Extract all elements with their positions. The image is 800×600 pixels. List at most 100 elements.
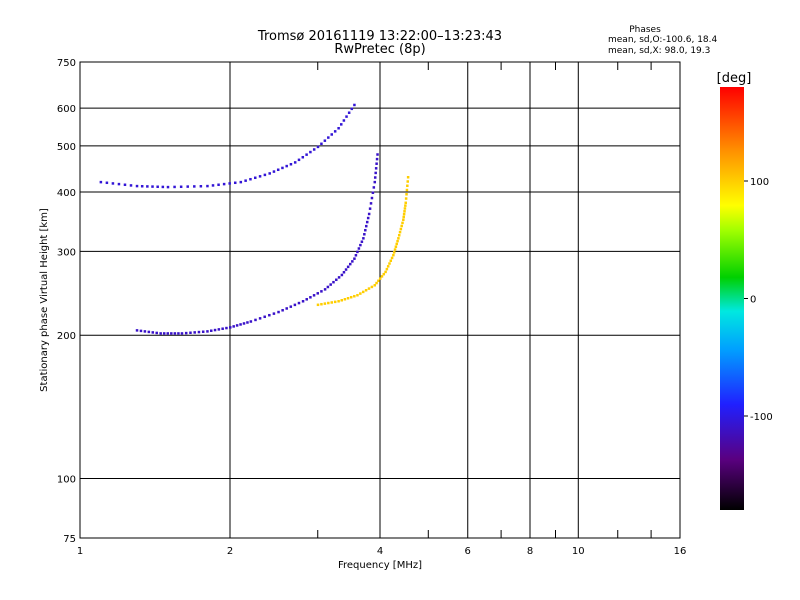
trace-0-point: [272, 312, 276, 315]
trace-1-point: [398, 230, 402, 234]
trace-0-point: [268, 313, 271, 317]
trace-1-point: [404, 201, 407, 205]
trace-1-point: [370, 285, 374, 289]
trace-2-point: [111, 182, 115, 185]
trace-2-point: [297, 158, 301, 162]
phase-stats-o: mean, sd,O:-100.6, 18.4: [608, 35, 718, 45]
trace-1-point: [377, 279, 380, 283]
trace-2-point: [254, 176, 257, 180]
tick-labels: 1 2 4 6 8 10 16 75 100 200 300 400 500 600 750: [57, 58, 686, 557]
trace-1-point: [330, 301, 333, 304]
trace-0-point: [351, 260, 354, 263]
trace-0-point: [151, 331, 155, 334]
trace-0-point: [225, 326, 228, 330]
trace-0-point: [201, 330, 205, 333]
trace-0-point: [147, 330, 151, 334]
trace-0-point: [254, 318, 257, 322]
trace-2-point: [323, 139, 327, 142]
trace-1-point: [395, 242, 398, 246]
trace-0-point: [229, 326, 232, 329]
trace-1-point: [402, 218, 405, 222]
trace-0-point: [356, 250, 359, 254]
trace-0-point: [376, 153, 379, 156]
trace-0-point: [373, 176, 377, 179]
trace-1-point: [378, 277, 382, 280]
colorbar: [720, 87, 744, 510]
trace-0-point: [374, 167, 378, 170]
trace-0-point: [258, 317, 262, 320]
x-tick-label: 16: [674, 546, 687, 557]
trace-2-point: [285, 164, 288, 168]
trace-0-point: [370, 196, 374, 200]
trace-0-point: [281, 309, 284, 312]
trace-0-point: [184, 331, 188, 335]
trace-2-point: [340, 123, 343, 126]
trace-2-point: [146, 185, 149, 188]
trace-2-point: [129, 184, 133, 187]
colorbar-label: [deg]: [717, 71, 752, 86]
trace-2-point: [301, 155, 305, 159]
trace-1-point: [390, 256, 394, 260]
trace-0-point: [232, 325, 235, 328]
trace-2-point: [305, 153, 308, 156]
trace-1-point: [361, 290, 365, 294]
trace-2-point: [309, 150, 312, 154]
trace-0-point: [375, 157, 379, 161]
trace-0-point: [206, 330, 209, 333]
chart-subtitle: RwPretec (8p): [334, 42, 425, 57]
trace-2-point: [179, 185, 183, 189]
trace-1-point: [397, 233, 401, 237]
x-tick-label: 4: [377, 546, 383, 557]
trace-0-point: [373, 180, 377, 184]
trace-0-point: [285, 307, 288, 310]
trace-2-point: [151, 185, 154, 188]
trace-0-point: [305, 298, 308, 301]
trace-0-point: [177, 332, 180, 335]
x-tick-label: 2: [227, 546, 233, 557]
trace-1-point: [382, 272, 386, 276]
trace-2-point: [123, 183, 127, 187]
trace-2-point: [272, 170, 276, 173]
trace-0-point: [368, 207, 372, 210]
trace-0-point: [277, 310, 280, 314]
colorbar-tick-label: -100: [750, 412, 773, 423]
trace-1-point: [396, 239, 399, 243]
trace-0-point: [363, 233, 366, 236]
trace-0-point: [364, 228, 367, 232]
x-axis-label: Frequency [MHz]: [338, 560, 422, 571]
trace-1-point: [394, 245, 398, 248]
trace-2-point: [228, 182, 231, 185]
trace-1-point: [343, 298, 347, 301]
trace-2-point: [156, 185, 159, 189]
trace-0-point: [213, 328, 217, 332]
trace-0-point: [348, 262, 352, 266]
phase-stats-x: mean, sd,X: 98.0, 19.3: [608, 46, 710, 56]
trace-0-point: [246, 321, 249, 324]
trace-1-point: [406, 184, 409, 188]
trace-1-point: [367, 287, 371, 290]
y-tick-label: 200: [57, 331, 76, 342]
y-tick-label: 300: [57, 247, 76, 258]
trace-1-point: [316, 303, 320, 307]
trace-1-point: [333, 300, 337, 304]
trace-1-point: [359, 292, 362, 295]
trace-0-point: [197, 330, 201, 334]
trace-1-point: [397, 237, 400, 240]
trace-1-point: [403, 210, 406, 213]
trace-0-point: [367, 212, 371, 216]
trace-0-point: [293, 303, 297, 307]
trace-1-point: [349, 295, 353, 299]
x-tick-label: 6: [465, 546, 471, 557]
trace-1-point: [402, 212, 406, 216]
trace-0-point: [301, 300, 305, 303]
trace-0-point: [359, 243, 362, 247]
trace-1-point: [403, 207, 407, 210]
trace-1-point: [402, 215, 405, 219]
trace-1-point: [393, 248, 397, 251]
trace-0-point: [344, 268, 348, 271]
grid-lines: [79, 61, 681, 539]
trace-2-point: [289, 162, 293, 166]
trace-2-point: [99, 180, 103, 184]
trace-2-point: [333, 130, 337, 133]
trace-2-point: [173, 185, 176, 189]
